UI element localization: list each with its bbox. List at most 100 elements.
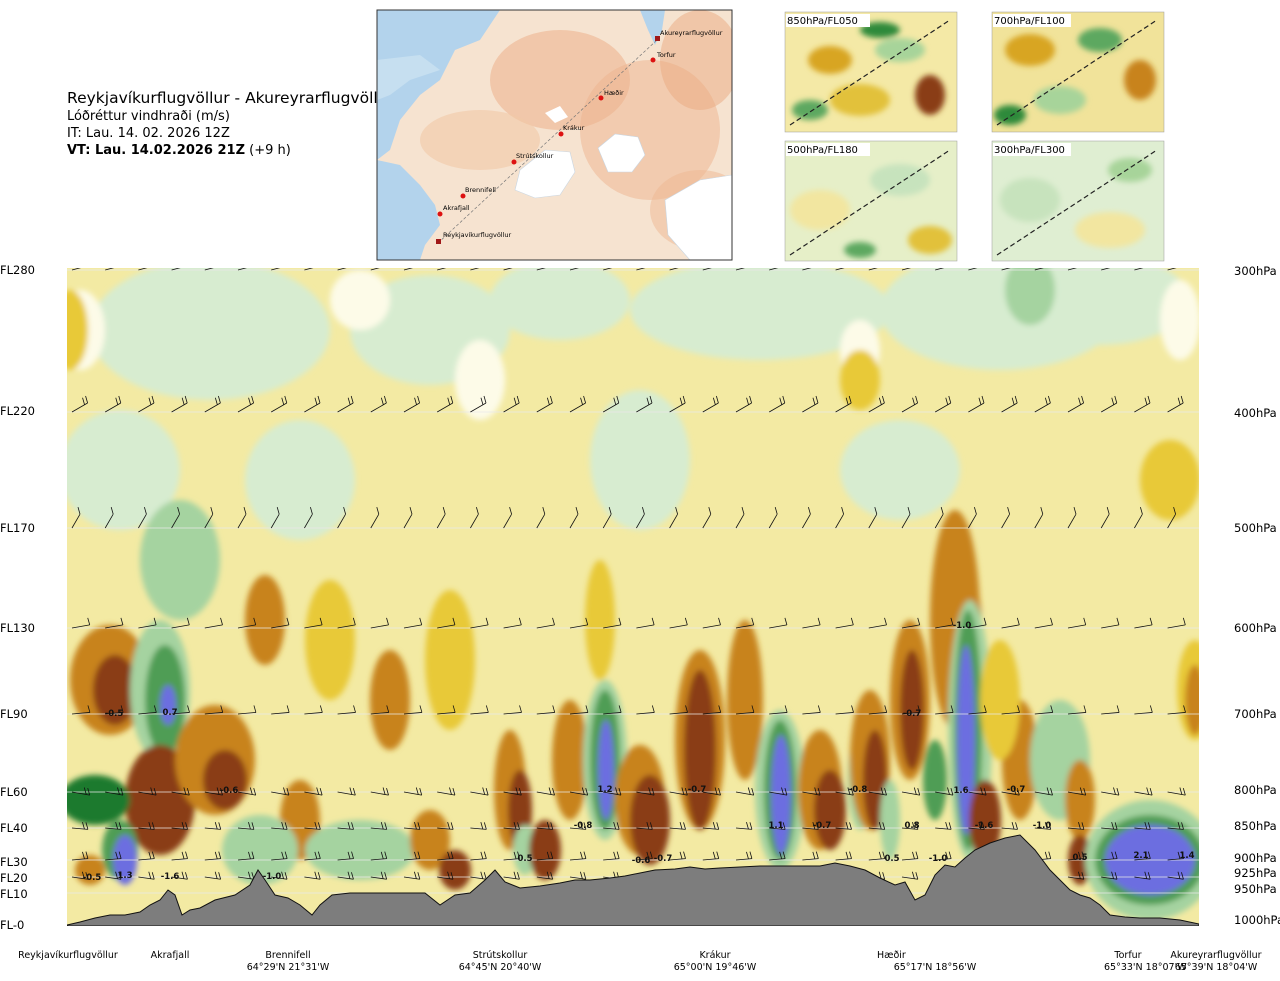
- wind-barb: [1067, 787, 1087, 796]
- wind-barb: [769, 705, 788, 715]
- wind-barb: [271, 395, 288, 413]
- wind-barb: [105, 268, 115, 271]
- wind-barb: [901, 851, 919, 861]
- wind-barb: [237, 705, 257, 715]
- wind-barb: [171, 871, 188, 880]
- left-level-6: FL40: [0, 821, 28, 835]
- wind-barb: [935, 617, 954, 629]
- wind-barb: [437, 787, 456, 796]
- wind-barb: [1034, 395, 1051, 413]
- value-label: -0.6: [632, 856, 651, 866]
- location-name: Strútskollur: [472, 950, 528, 961]
- wind-barb: [105, 851, 122, 861]
- map-label-brennifell: Brennifell: [465, 186, 496, 194]
- wind-barb: [669, 507, 678, 529]
- right-level-2: 500hPa: [1234, 521, 1277, 535]
- wind-barb: [403, 787, 423, 796]
- wind-barb: [636, 507, 645, 529]
- value-label: -0.8: [849, 785, 868, 795]
- wind-barb: [171, 395, 188, 413]
- location-0: Reykjavíkurflugvöllur: [18, 950, 118, 962]
- wind-barb: [536, 705, 556, 715]
- thumbnail-500[interactable]: 500hPa/FL180: [784, 140, 958, 262]
- wind-barb: [669, 395, 686, 413]
- left-level-5: FL60: [0, 785, 28, 799]
- wind-barb: [1067, 395, 1084, 413]
- wind-barb: [735, 705, 755, 715]
- wind-barb: [1167, 787, 1186, 796]
- location-6: Torfur 65°33'N 18°07'W: [1104, 950, 1187, 974]
- wind-barb: [237, 821, 255, 830]
- wind-barb: [171, 507, 180, 529]
- wind-barb: [337, 821, 354, 830]
- field-blob: [814, 770, 846, 850]
- wind-barb: [536, 787, 555, 796]
- wind-barb: [370, 821, 388, 830]
- wind-barb: [1034, 705, 1054, 715]
- location-5: Hæðir 65°17'N 18°56'W: [877, 950, 990, 974]
- wind-barb: [105, 787, 124, 796]
- wind-barb: [503, 871, 520, 880]
- wind-barb: [71, 617, 91, 629]
- value-label: 0.5: [1072, 853, 1087, 863]
- wind-barb: [304, 395, 321, 413]
- wind-barb: [935, 851, 952, 861]
- wind-barb: [702, 787, 721, 796]
- wind-barb: [304, 787, 323, 796]
- wind-barb: [1034, 268, 1044, 271]
- field-blob: [370, 650, 410, 750]
- wind-barb: [503, 851, 520, 861]
- field-blob: [245, 575, 285, 665]
- field-blob: [439, 850, 471, 890]
- wind-barb: [503, 787, 522, 796]
- location-name: Krákur: [699, 950, 731, 961]
- wind-barb: [1001, 395, 1018, 413]
- wind-barb: [138, 851, 155, 861]
- wind-barb: [271, 871, 288, 880]
- wind-barb: [901, 871, 919, 880]
- field-blob: [93, 655, 137, 725]
- field-blob: [67, 410, 180, 530]
- wind-barb: [204, 787, 223, 796]
- value-label: 2.1: [1133, 851, 1148, 861]
- chart-title: Reykjavíkurflugvöllur - Akureyrarflugvöl…: [67, 89, 394, 107]
- wind-barb: [901, 395, 918, 413]
- wind-barb: [403, 395, 420, 413]
- wind-barb: [1101, 821, 1118, 830]
- wind-barb: [901, 821, 919, 830]
- thumbnail-300[interactable]: 300hPa/FL300: [991, 140, 1165, 262]
- wind-barb: [437, 851, 454, 861]
- wind-barb: [835, 787, 854, 796]
- field-blob: [923, 740, 947, 820]
- thumbnail-850[interactable]: 850hPa/FL050: [784, 11, 958, 133]
- value-label: 0.5: [884, 854, 899, 864]
- wind-barb: [1001, 787, 1020, 796]
- wind-barb: [536, 617, 555, 629]
- wind-barb: [437, 268, 447, 271]
- wind-barb: [1067, 268, 1078, 271]
- location-3: Strútskollur 64°45'N 20°40'W: [450, 950, 550, 974]
- wind-barb: [835, 395, 852, 413]
- wind-barb: [968, 617, 987, 629]
- field-blob: [305, 580, 355, 700]
- wind-barb: [536, 821, 554, 830]
- wind-barb: [304, 617, 323, 629]
- wind-barb: [1067, 851, 1085, 861]
- wind-barb: [603, 617, 622, 629]
- wind-barb: [868, 617, 887, 629]
- wind-barb: [437, 705, 456, 715]
- wind-barb: [271, 617, 290, 629]
- wind-barb: [204, 268, 214, 271]
- wind-barb: [337, 871, 354, 880]
- wind-barb: [370, 787, 389, 796]
- wind-barb: [370, 268, 380, 271]
- wind-barb: [138, 821, 155, 830]
- wind-barb: [503, 617, 522, 629]
- wind-barb: [403, 617, 423, 629]
- field-blob: [840, 350, 880, 410]
- wind-barb: [536, 851, 554, 861]
- wind-barb: [603, 821, 620, 830]
- thumbnail-700[interactable]: 700hPa/FL100: [991, 11, 1165, 133]
- wind-barb: [735, 268, 746, 271]
